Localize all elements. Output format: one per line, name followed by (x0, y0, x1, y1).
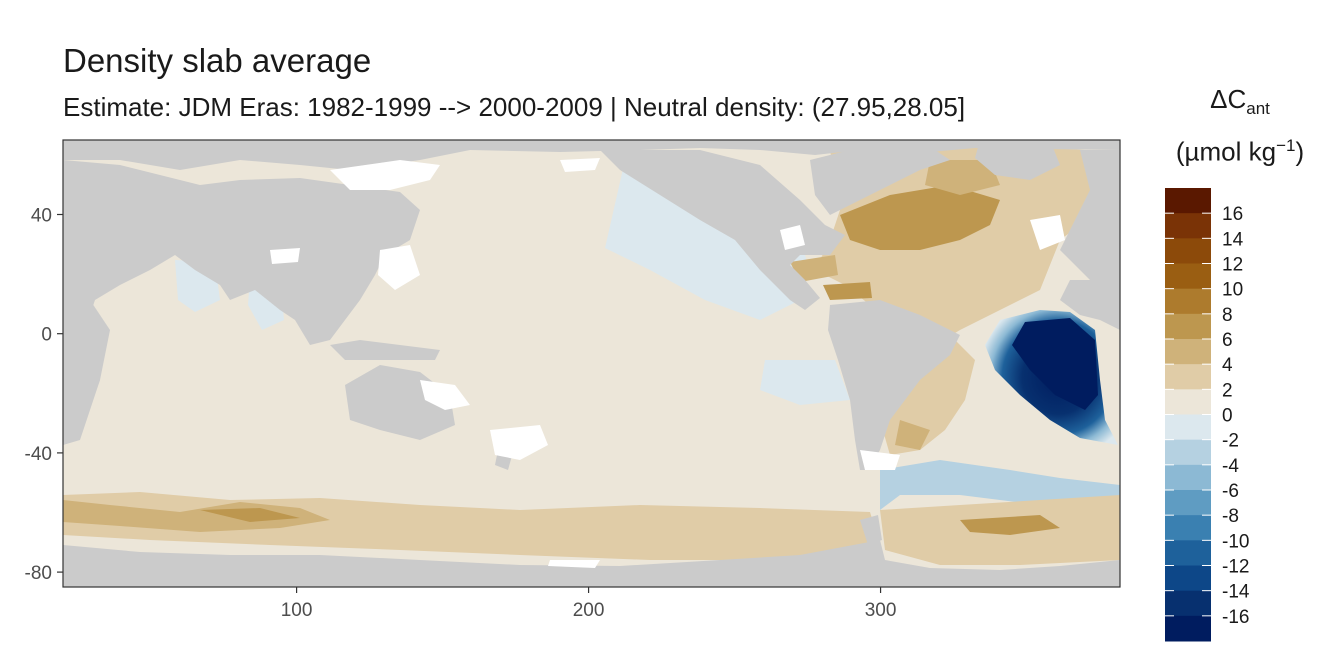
legend-unit-sup: −1 (1276, 136, 1296, 155)
legend-label: 0 (1222, 406, 1233, 427)
southern-ocean-band-dark (63, 500, 330, 532)
legend-label: -12 (1222, 557, 1249, 578)
legend-swatch (1165, 439, 1211, 466)
north-atlantic-region (815, 145, 1100, 345)
angola-basin-core (1012, 318, 1098, 410)
legend-swatch (1165, 540, 1211, 566)
weddell-region (880, 460, 1120, 510)
x-tick-label: 300 (865, 600, 897, 621)
legend-swatch (1165, 213, 1211, 239)
legend-label: -2 (1222, 431, 1239, 452)
chart-title: Density slab average (63, 42, 372, 79)
north-atlantic-core (840, 185, 1000, 250)
legend-label: -6 (1222, 481, 1239, 502)
legend-title: ΔCant (1160, 84, 1320, 119)
y-tick-label: 40 (31, 206, 52, 227)
x-tick-label: 100 (281, 600, 313, 621)
gulf-of-mexico-region (790, 255, 838, 282)
panel-border (62, 139, 1121, 588)
legend-swatch (1165, 590, 1211, 617)
legend-label: -4 (1222, 456, 1239, 477)
south-atlantic-core (895, 420, 930, 450)
legend-label: 10 (1222, 280, 1243, 301)
legend-label: -8 (1222, 506, 1239, 527)
y-tick-label: 0 (41, 325, 52, 346)
legend-swatch (1165, 565, 1211, 592)
legend-swatch (1165, 339, 1211, 365)
legend-swatch (1165, 313, 1211, 340)
legend-swatch (1165, 364, 1211, 390)
legend-label: 8 (1222, 305, 1233, 326)
legend-label: 6 (1222, 330, 1233, 351)
legend-swatch (1165, 515, 1211, 541)
legend-swatch (1165, 389, 1211, 415)
legend-swatch (1165, 288, 1211, 315)
legend-label: 2 (1222, 380, 1233, 401)
legend-label: -16 (1222, 607, 1249, 628)
legend-label: 4 (1222, 355, 1233, 376)
legend-unit-suffix: ) (1295, 136, 1305, 167)
x-tick-label: 200 (573, 600, 605, 621)
legend-colorbar: 16 14 12 10 8 6 4 2 0 -2 -4 -6 -8 -10 -12 -14 -16 (1165, 188, 1250, 642)
legend-swatch (1165, 238, 1211, 264)
legend-swatch (1165, 490, 1211, 516)
legend-label: 12 (1222, 255, 1243, 276)
legend-label: -14 (1222, 582, 1250, 603)
land (63, 140, 1120, 587)
chart-subtitle: Estimate: JDM Eras: 1982-1999 --> 2000-2… (63, 92, 966, 122)
legend-title-sub: ant (1246, 99, 1270, 119)
y-tick-label: -80 (25, 563, 52, 584)
southern-ocean-patch (200, 508, 300, 522)
missing-data (270, 158, 1065, 568)
east-pacific-region (760, 360, 850, 405)
weddell-core (960, 515, 1060, 535)
legend-unit-prefix: (µmol kg (1175, 136, 1277, 167)
map-panel (63, 140, 1120, 587)
legend-label: 16 (1222, 204, 1243, 225)
legend-unit: (µmol kg−1) (1160, 136, 1320, 168)
legend-label: -10 (1222, 531, 1249, 552)
legend-swatch (1165, 263, 1211, 290)
legend-swatch (1165, 464, 1211, 491)
legend-title-main: ΔC (1210, 84, 1247, 114)
caribbean-region (823, 282, 872, 300)
legend-label: 14 (1222, 229, 1244, 250)
labrador-region (925, 160, 1000, 195)
y-tick-label: -40 (25, 444, 52, 465)
legend-swatch (1165, 188, 1211, 214)
legend-swatch (1165, 615, 1211, 642)
legend-swatch (1165, 414, 1211, 441)
